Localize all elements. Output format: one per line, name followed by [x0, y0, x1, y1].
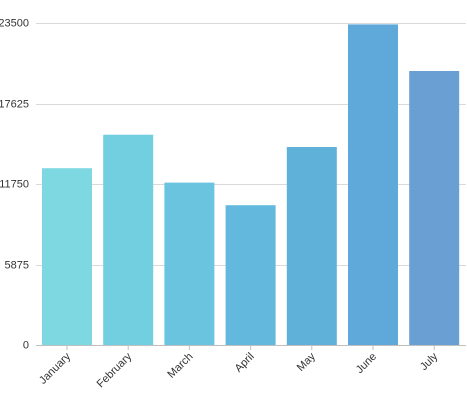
x-tick-label: April — [233, 351, 257, 375]
bar-april — [225, 205, 276, 345]
y-axis-ticks: 0 5875 11750 17625 23500 — [0, 18, 29, 352]
x-tick-label: May — [295, 350, 319, 374]
y-tick-label: 5875 — [5, 260, 29, 272]
y-tick-label: 0 — [23, 340, 29, 352]
y-tick-label: 17625 — [0, 99, 29, 111]
bar-july — [409, 71, 460, 345]
x-tick-label: June — [354, 351, 379, 376]
bar-june — [348, 24, 398, 346]
x-tick-label: January — [37, 350, 74, 387]
bar-march — [164, 182, 215, 345]
bars — [42, 24, 460, 346]
x-axis-ticks: January February March April May June July — [37, 345, 441, 390]
y-tick-label: 23500 — [0, 18, 29, 30]
x-tick-label: July — [418, 350, 441, 373]
bar-january — [42, 168, 92, 345]
y-tick-label: 11750 — [0, 179, 29, 191]
x-tick-label: March — [165, 351, 195, 381]
x-tick-label: February — [95, 350, 135, 390]
bar-february — [103, 134, 154, 345]
bar-may — [286, 147, 337, 345]
